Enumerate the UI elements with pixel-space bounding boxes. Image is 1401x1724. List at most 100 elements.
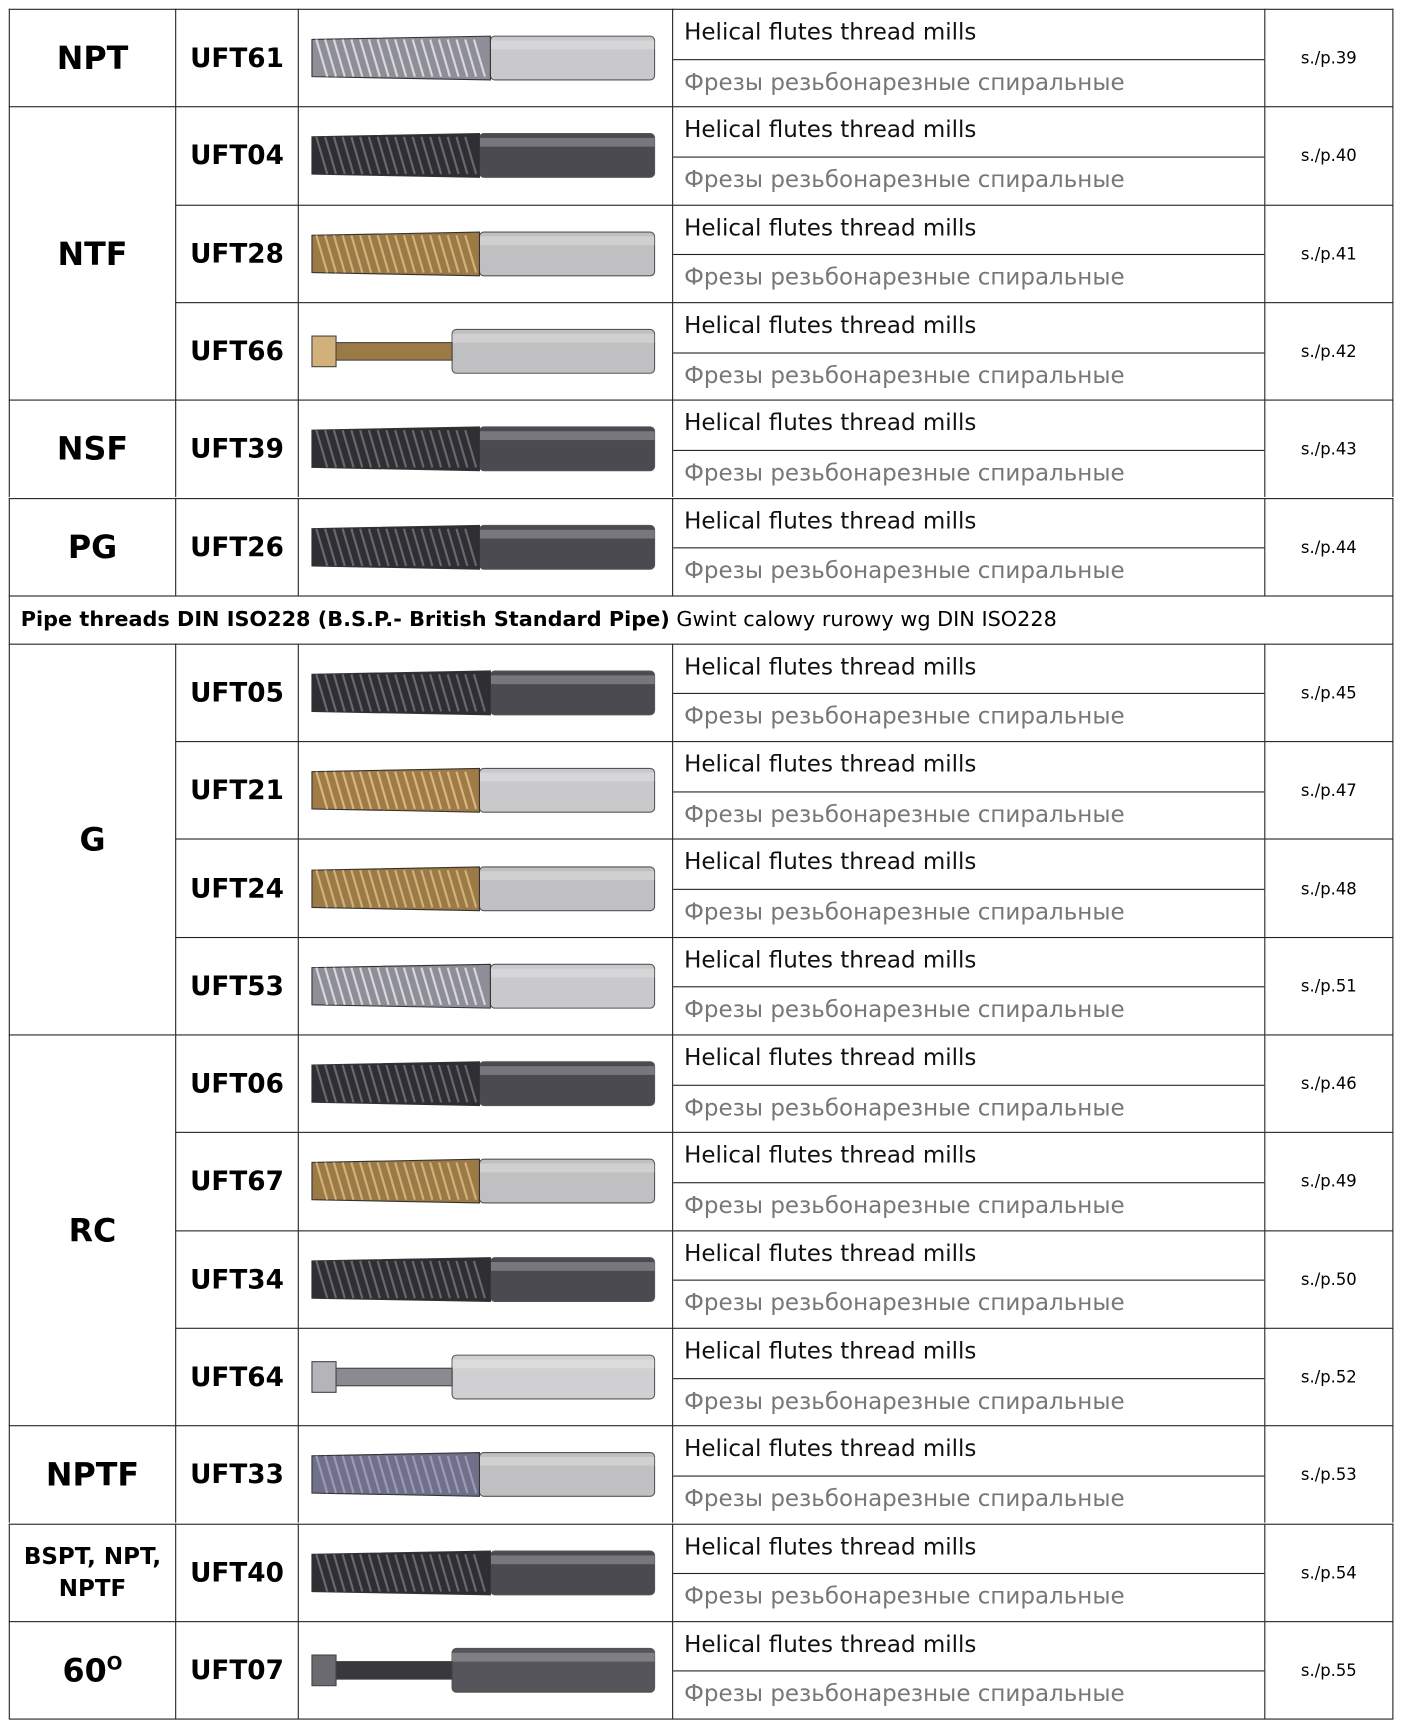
group-label: 60O [8, 1620, 176, 1719]
image-cell [297, 399, 673, 498]
tool-image [311, 1354, 656, 1400]
code: UFT06 [175, 1034, 298, 1133]
group-text: G [79, 821, 105, 858]
page-ref: s./p.45 [1264, 643, 1394, 742]
divider [673, 693, 1265, 695]
page-ref: s./p.49 [1264, 1132, 1394, 1230]
text-ru: Фрезы резьбонарезные спиральные [684, 898, 1125, 925]
image-cell [297, 1132, 673, 1230]
text-ru: Фрезы резьбонарезные спиральные [684, 800, 1125, 828]
divider [673, 791, 1265, 793]
code: UFT67 [175, 1132, 298, 1230]
divider [673, 1377, 1265, 1379]
image-cell [297, 1425, 673, 1524]
group-text: PG [68, 528, 117, 565]
text-ru: Фрезы резьбонарезные спиральные [684, 1485, 1125, 1512]
image-cell [297, 301, 673, 400]
group-label: BSPT, NPT, NPTF [8, 1523, 176, 1621]
text-en: Helical flutes thread mills [684, 311, 977, 339]
text-ru: Фрезы резьбонарезные спиральные [684, 361, 1125, 389]
text-ru: Фрезы резьбонарезные спиральные [684, 459, 1125, 486]
text-en: Helical flutes thread mills [684, 1239, 977, 1267]
image-cell [297, 838, 673, 937]
text-ru: Фрезы резьбонарезные спиральные [684, 557, 1125, 584]
text-ru: Фрезы резьбонарезные спиральные [684, 1582, 1125, 1610]
divider [673, 351, 1265, 354]
description: Helical flutes thread mills Фрезы резьбон… [672, 936, 1265, 1035]
divider [673, 547, 1265, 549]
group-label: NTF [8, 106, 176, 400]
description: Helical flutes thread mills Фрезы резьбон… [672, 497, 1265, 596]
group-name: RC [68, 1211, 117, 1250]
group-label: NPT [8, 8, 176, 107]
divider [673, 1182, 1265, 1184]
group-label: NPTF [8, 1425, 176, 1524]
text-en: Helical flutes thread mills [684, 946, 977, 973]
description: Helical flutes thread mills Фрезы резьбон… [672, 301, 1265, 400]
page-ref: s./p.54 [1264, 1523, 1394, 1621]
tool-image [311, 133, 656, 179]
page-ref: s./p.44 [1264, 497, 1394, 596]
text-ru: Фрезы резьбонарезные спиральные [684, 1387, 1125, 1414]
code: UFT04 [175, 106, 298, 205]
tool-image [311, 1159, 656, 1205]
code: UFT34 [175, 1229, 298, 1328]
code: UFT61 [175, 8, 298, 107]
group-name: 60 [62, 1651, 107, 1689]
code: UFT24 [175, 838, 298, 937]
image-cell [297, 497, 673, 596]
group-label: RC [8, 1034, 176, 1426]
tool-image [311, 328, 656, 374]
code: UFT28 [175, 204, 298, 302]
text-ru: Фрезы резьбонарезные спиральные [684, 264, 1125, 291]
image-cell [297, 1327, 673, 1426]
page-ref: s./p.40 [1264, 106, 1394, 205]
text-en: Helical flutes thread mills [684, 507, 977, 534]
text-en: Helical flutes thread mills [684, 214, 977, 241]
tool-image [311, 426, 656, 472]
group-text: BSPT, NPT, NPTF [14, 1541, 171, 1604]
section-text: Gwint calowy rurowy wg DIN ISO228 [676, 607, 1057, 632]
description: Helical flutes thread mills Фрезы резьбон… [672, 1132, 1265, 1230]
section-heading: Pipe threads DIN ISO228 (B.S.P.- British… [20, 607, 670, 632]
text-ru: Фрезы резьбонарезные спиральные [684, 1289, 1125, 1316]
text-en: Helical flutes thread mills [684, 848, 977, 876]
divider [673, 1084, 1265, 1086]
text-en: Helical flutes thread mills [684, 18, 977, 45]
image-cell [297, 936, 673, 1035]
tool-image [311, 768, 656, 814]
tool-image [311, 670, 656, 716]
description: Helical flutes thread mills Фрезы резьбон… [672, 1523, 1265, 1621]
bottom-border [8, 1718, 1394, 1720]
image-cell [297, 1229, 673, 1328]
image-cell [297, 204, 673, 302]
description: Helical flutes thread mills Фрезы резьбон… [672, 1327, 1265, 1426]
group-name: BSPT, NPT, NPTF [23, 1542, 162, 1602]
description: Helical flutes thread mills Фрезы резьбон… [672, 1229, 1265, 1328]
page-ref: s./p.48 [1264, 838, 1394, 937]
divider [673, 1475, 1265, 1477]
divider [673, 1279, 1265, 1281]
tool-image [311, 1452, 656, 1498]
image-cell [297, 8, 673, 107]
description: Helical flutes thread mills Фрезы резьбон… [672, 838, 1265, 937]
code: UFT21 [175, 741, 298, 839]
text-en: Helical flutes thread mills [684, 409, 977, 436]
page-ref: s./p.50 [1264, 1229, 1394, 1328]
group-name: G [79, 820, 106, 859]
image-cell [297, 1620, 673, 1719]
group-label: NSF [8, 399, 176, 498]
image-cell [297, 106, 673, 205]
group-text: RC [69, 1212, 117, 1249]
description: Helical flutes thread mills Фрезы резьбон… [672, 1425, 1265, 1524]
description: Helical flutes thread mills Фрезы резьбон… [672, 1034, 1265, 1133]
group-name: NTF [57, 235, 128, 273]
group-name: NSF [56, 430, 129, 468]
group-sup: O [106, 1653, 123, 1676]
divider [673, 58, 1265, 60]
group-text: NSF [57, 431, 128, 468]
divider [673, 449, 1265, 451]
page-ref: s./p.53 [1264, 1425, 1394, 1524]
group-text: NTF [58, 235, 128, 272]
